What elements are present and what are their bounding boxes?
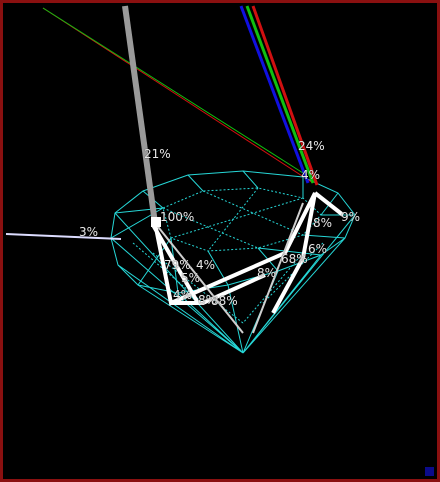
gem-wireframe bbox=[110, 170, 356, 354]
ray-percent-label: 8% bbox=[313, 216, 333, 230]
ray-percent-label: 3% bbox=[79, 225, 99, 239]
thin-ray-path bbox=[154, 202, 304, 334]
ray-percent-label: 8% bbox=[257, 266, 277, 280]
table-outline bbox=[162, 187, 322, 252]
ray-percent-label: 5% bbox=[181, 271, 201, 285]
ray-percent-label: 100% bbox=[160, 210, 195, 224]
ray-percent-label: 4% bbox=[196, 258, 216, 272]
resize-corner-marker[interactable] bbox=[425, 467, 434, 476]
ray-percent-label: 68% bbox=[281, 252, 308, 266]
ray-percent-label: 6% bbox=[308, 242, 328, 256]
inner-facets bbox=[132, 187, 324, 324]
red-ray bbox=[251, 5, 319, 186]
entry-point-marker bbox=[151, 217, 161, 227]
pavilion-lines bbox=[110, 212, 356, 354]
ray-percent-label: 88% bbox=[211, 294, 238, 308]
ray-percent-label: 79% bbox=[164, 258, 191, 272]
green-ray bbox=[245, 5, 315, 184]
incoming-left-ray bbox=[5, 233, 122, 240]
blue-ray bbox=[239, 5, 310, 184]
green-reference-ray bbox=[42, 7, 304, 174]
ray-percent-label: 4% bbox=[173, 288, 193, 302]
ray-percent-label: 21% bbox=[144, 147, 171, 161]
ray-percent-label: 8% bbox=[198, 293, 218, 307]
ray-percent-label: 24% bbox=[298, 139, 325, 153]
grey-incident-ray bbox=[122, 5, 158, 224]
girdle-outline bbox=[110, 170, 356, 294]
ray-percent-label: 4% bbox=[301, 168, 321, 182]
refracted-ray-path bbox=[151, 191, 345, 314]
ray-percent-label: 9% bbox=[341, 210, 361, 224]
gem-wireframe-scene bbox=[5, 5, 356, 354]
red-reference-ray bbox=[42, 7, 314, 184]
light-rays bbox=[5, 5, 345, 334]
